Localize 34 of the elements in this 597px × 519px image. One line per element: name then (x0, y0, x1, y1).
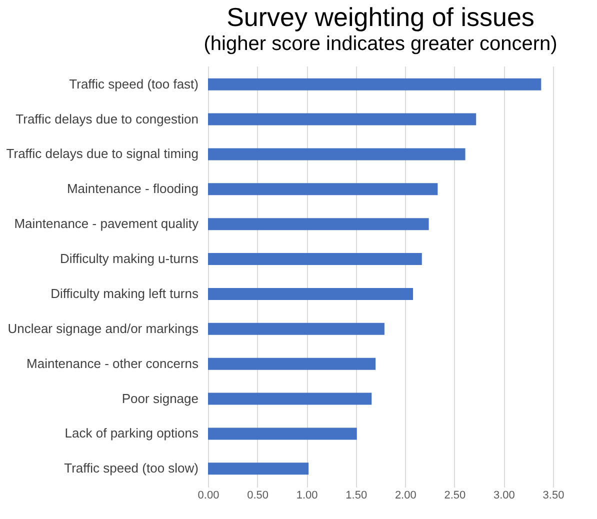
bar (208, 183, 438, 196)
bar (208, 218, 429, 230)
x-tick-label: 2.50 (444, 490, 466, 502)
bar (208, 78, 542, 90)
bar (208, 253, 422, 266)
y-tick-label: Traffic delays due to signal timing (6, 146, 198, 162)
y-tick-label: Traffic speed (too fast) (69, 76, 198, 92)
y-tick-label: Difficulty making left turns (50, 286, 199, 301)
y-tick-label: Difficulty making u-turns (60, 251, 199, 266)
x-tick-label: 1.00 (296, 490, 318, 502)
x-tick-label: 0.00 (198, 490, 220, 502)
y-tick-label: Lack of parking options (64, 426, 199, 441)
x-tick-label: 3.00 (494, 490, 515, 502)
chart-title: Survey weighting of issues (226, 2, 534, 32)
chart-subtitle: (higher score indicates greater concern) (204, 33, 558, 55)
y-tick-label: Unclear signage and/or markings (8, 320, 199, 336)
bar (208, 322, 384, 335)
bar (208, 358, 376, 370)
y-tick-label: Traffic delays due to congestion (16, 111, 198, 126)
bar (208, 288, 414, 300)
bar (208, 392, 372, 405)
y-tick-label: Maintenance - flooding (66, 181, 198, 196)
y-tick-label: Maintenance - pavement quality (14, 216, 199, 232)
bar (208, 148, 466, 160)
bar (208, 428, 357, 440)
x-tick-label: 2.00 (394, 490, 416, 502)
x-tick-label: 0.50 (247, 490, 268, 502)
x-tick-label: 1.50 (346, 490, 368, 502)
y-tick-label: Maintenance - other concerns (26, 356, 199, 371)
y-tick-label: Traffic speed (too slow) (64, 460, 198, 476)
bar (208, 462, 309, 475)
x-tick-label: 3.50 (542, 490, 564, 502)
bar (208, 113, 476, 126)
y-tick-label: Poor signage (122, 390, 198, 406)
